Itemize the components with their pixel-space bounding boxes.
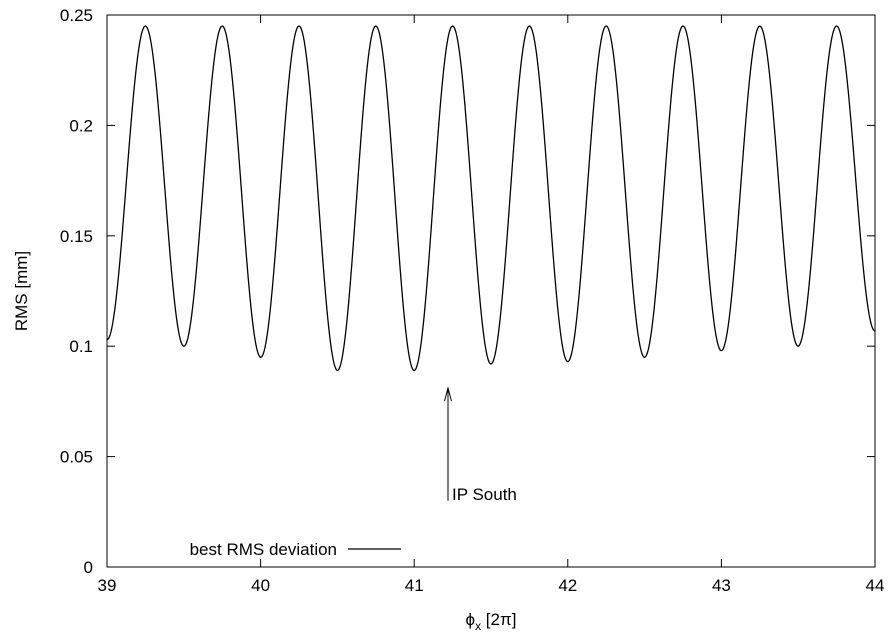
annotation-arrow-head (444, 386, 452, 402)
y-axis-ticks: 0 0.05 0.1 0.15 0.2 0.25 (60, 6, 875, 577)
x-tick-label: 44 (866, 576, 885, 595)
x-axis-label-unit: [2π] (481, 610, 516, 629)
y-axis-label: RMS [mm] (12, 251, 31, 331)
series-line-best-rms-deviation (106, 25, 876, 372)
x-tick-label: 42 (558, 576, 577, 595)
y-tick-label: 0 (84, 558, 93, 577)
x-axis-ticks: 39 40 41 42 43 44 (98, 15, 885, 595)
annotation-label: IP South (452, 485, 517, 504)
y-tick-label: 0.2 (69, 116, 93, 135)
legend-label: best RMS deviation (190, 540, 337, 559)
y-tick-label: 0.1 (69, 337, 93, 356)
x-axis-label-subscript: x (475, 619, 481, 633)
y-tick-label: 0.05 (60, 448, 93, 467)
y-tick-label: 0.15 (60, 227, 93, 246)
x-axis-label: ϕx [2π] (466, 610, 517, 633)
x-tick-label: 40 (251, 576, 270, 595)
x-tick-label: 43 (712, 576, 731, 595)
ip-south-annotation: IP South (444, 386, 517, 504)
y-tick-label: 0.25 (60, 6, 93, 25)
x-axis-label-symbol: ϕ (466, 610, 476, 629)
plot-frame (106, 14, 876, 568)
legend: best RMS deviation (190, 540, 401, 559)
x-tick-label: 41 (405, 576, 424, 595)
x-tick-label: 39 (98, 576, 117, 595)
